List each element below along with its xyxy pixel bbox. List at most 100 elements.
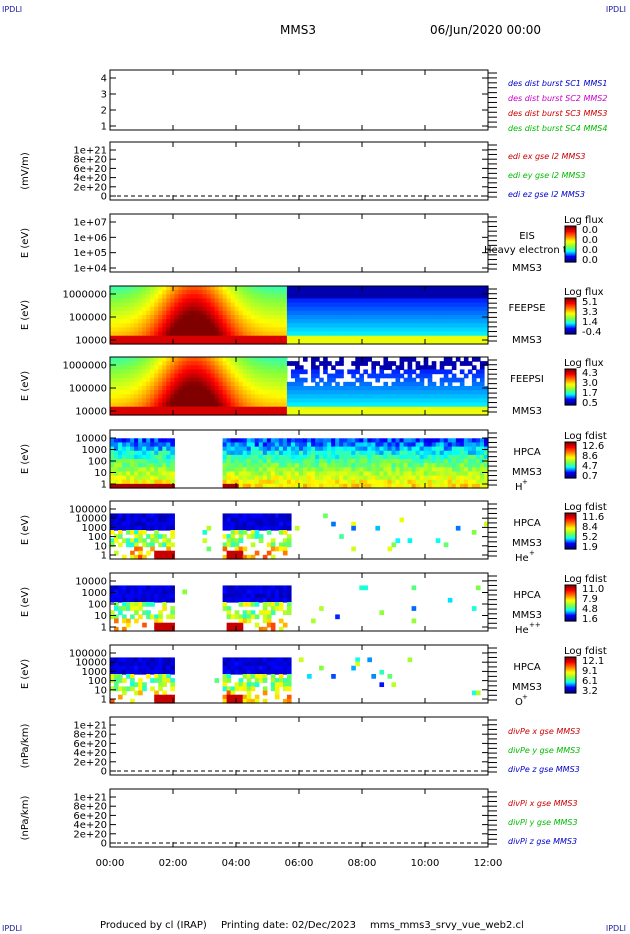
spectrogram-cell	[262, 513, 268, 519]
spectrogram-cell	[274, 454, 280, 460]
spectrogram-cell	[146, 534, 151, 539]
spectrogram-cell	[114, 402, 119, 408]
spectrogram-cell	[234, 294, 240, 300]
spectrogram-cell	[282, 315, 288, 320]
spectrogram-cell	[395, 467, 401, 473]
spectrogram-cell	[475, 319, 481, 324]
spectrogram-cell	[359, 306, 364, 312]
spectrogram-cell	[367, 315, 372, 320]
spectrogram-cell	[391, 463, 397, 468]
spectrogram-cell	[262, 606, 268, 611]
spectrogram-cell	[290, 294, 296, 300]
spectrogram-cell	[475, 298, 481, 304]
spectrogram-cell	[242, 459, 248, 464]
spectrogram-cell	[146, 319, 151, 324]
spectrogram-cell	[282, 369, 288, 375]
spectrogram-cell	[110, 369, 115, 375]
spectrogram-cell	[266, 661, 272, 667]
spectrogram-cell	[238, 446, 244, 452]
spectrogram-cell	[118, 513, 123, 519]
spectrogram-cell	[218, 335, 224, 341]
spectrogram-cell	[126, 310, 131, 316]
spectrogram-cell	[455, 410, 461, 416]
spectrogram-cell	[367, 479, 372, 485]
y-tick-label: 1e+06	[73, 233, 107, 244]
spectrogram-cell	[299, 302, 304, 308]
spectrogram-cell	[130, 682, 135, 688]
spectrogram-cell	[303, 315, 308, 320]
spectrogram-cell	[238, 438, 244, 444]
spectrogram-cell	[443, 450, 449, 456]
spectrogram-cell	[110, 323, 115, 329]
spectrogram-cell	[142, 463, 147, 468]
spectrogram-cell	[371, 483, 376, 489]
spectrogram-cell	[158, 657, 163, 663]
spectrogram-cell	[250, 302, 256, 308]
spectrogram-cell	[315, 454, 320, 460]
spectrogram-cell	[254, 454, 260, 460]
spectrogram-cell	[270, 373, 276, 379]
colorbar-tick-label: 8.4	[582, 522, 598, 533]
spectrogram-cell	[242, 386, 248, 391]
spectrogram-cell	[230, 365, 236, 371]
spectrogram-cell	[254, 339, 260, 345]
spectrogram-cell	[411, 479, 417, 485]
spectrogram-cell	[451, 442, 457, 448]
spectrogram-cell	[403, 410, 409, 416]
spectrogram-cell	[226, 357, 232, 362]
spectrogram-cell	[303, 369, 308, 375]
spectrogram-cell	[182, 365, 187, 371]
spectrogram-cell	[190, 331, 196, 337]
spectrogram-cell	[226, 597, 232, 603]
spectrogram-cell	[242, 686, 248, 692]
spectrogram-cell	[483, 475, 489, 481]
spectrogram-cell	[250, 542, 256, 548]
spectrogram-cell	[351, 369, 356, 375]
spectrogram-cell	[206, 365, 212, 371]
spectrogram-cell	[447, 290, 453, 295]
spectrogram-cell	[435, 327, 441, 333]
spectrogram-cell	[371, 315, 376, 320]
spectrogram-cell	[299, 323, 304, 329]
spectrogram-cell	[250, 306, 256, 312]
spectrogram-cell	[455, 306, 461, 312]
spectrogram-cell	[379, 467, 385, 473]
spectrogram-cell	[230, 525, 236, 531]
spectrogram-cell	[202, 369, 208, 375]
spectrogram-cell	[467, 463, 473, 468]
spectrogram-cell	[274, 475, 280, 481]
spectrogram-cell	[150, 657, 155, 663]
spectrogram-cell	[339, 390, 344, 395]
spectrogram-cell	[246, 614, 252, 620]
spectrogram-cell	[331, 377, 336, 383]
spectrogram-cell	[290, 471, 296, 477]
spectrogram-cell	[467, 454, 473, 460]
colorbar-band	[565, 688, 576, 690]
spectrogram-cell	[110, 521, 115, 527]
colorbar-band	[565, 397, 576, 400]
spectrogram-cell	[130, 554, 135, 560]
colorbar-band	[565, 598, 576, 600]
spectrogram-cell	[467, 286, 473, 291]
spectrogram-cell	[154, 530, 159, 535]
spectrogram-cell	[126, 589, 131, 595]
spectrogram-cell	[122, 614, 127, 620]
spectrogram-cell	[226, 517, 232, 523]
spectrogram-cell	[182, 357, 187, 362]
spectrogram-cell	[451, 438, 457, 444]
spectrogram-cell	[138, 402, 143, 408]
spectrogram-cell	[258, 585, 264, 591]
spectrogram-cell	[250, 406, 256, 412]
colorbar-band	[565, 389, 576, 392]
spectrogram-cell	[242, 381, 248, 387]
spectrogram-cell	[427, 475, 433, 481]
y-tick-label: 100000	[69, 313, 107, 324]
spectrogram-cell	[150, 302, 155, 308]
spectrogram-cell	[230, 357, 236, 362]
spectrogram-cell	[138, 390, 143, 395]
spectrogram-cell	[375, 306, 381, 312]
spectrogram-cell	[138, 534, 143, 539]
spectrogram-cell	[246, 459, 252, 464]
spectrogram-cell	[258, 357, 264, 362]
spectrogram-cell	[290, 323, 296, 329]
